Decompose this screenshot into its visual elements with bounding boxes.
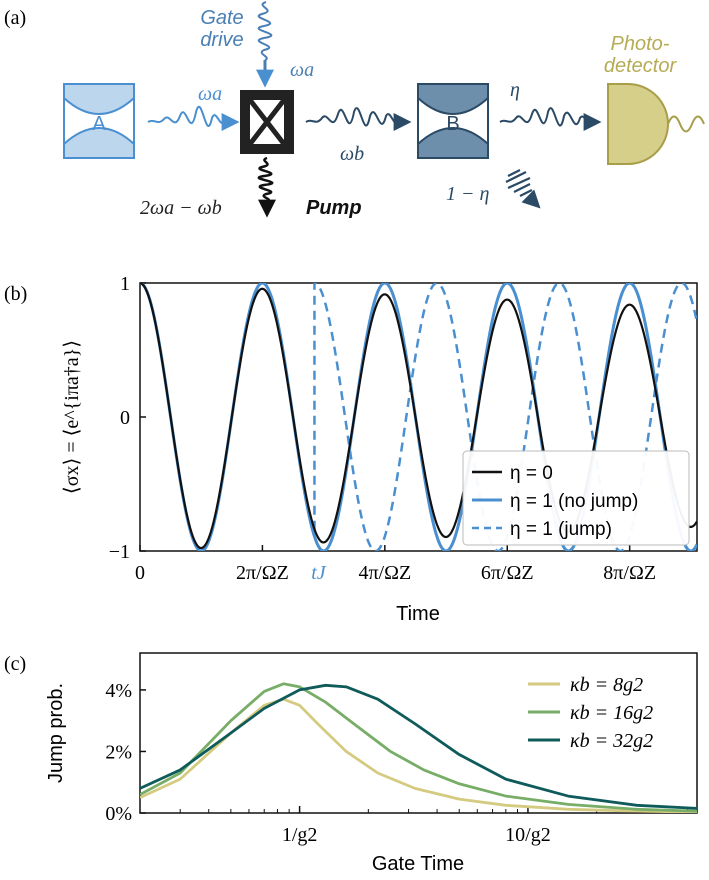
- chart-c-ytick-label: 4%: [105, 680, 132, 702]
- gate-drive-label-line1: Gate: [200, 7, 243, 29]
- chart-b-xtick-label: 2π/ΩZ: [236, 562, 289, 584]
- loss-arrow: [521, 189, 541, 209]
- chart-c-legend-label: κb = 8g2: [570, 674, 643, 696]
- chart-c-xtick-label: 1/g2: [282, 824, 318, 846]
- chart-b-legend: η = 0 η = 1 (no jump) η = 1 (jump): [462, 450, 690, 546]
- chart-b-xtick-label: 0: [135, 562, 145, 584]
- detector-label-line1: Photo-: [611, 33, 670, 55]
- chart-c-ylabel: Jump prob.: [45, 683, 67, 783]
- pump-label: Pump: [306, 197, 362, 219]
- pump-freq: 2ωa − ωb: [140, 197, 222, 219]
- chart-b-legend-label: η = 1 (no jump): [510, 491, 638, 512]
- loss-wavepacket: [505, 169, 533, 197]
- gate-drive-freq: ωa: [290, 59, 314, 81]
- panel-c-label: (c): [4, 653, 26, 675]
- chart-c-plot-area: [140, 682, 697, 813]
- chart-c-x-axis: 1/g2 10/g2: [139, 806, 689, 846]
- chart-b-ytick-label: −1: [109, 541, 130, 563]
- cavity-a: A: [63, 83, 135, 159]
- chart-c-series-line: [140, 682, 697, 813]
- loss-label: 1 − η: [446, 183, 489, 205]
- input-freq: ωa: [198, 83, 222, 105]
- chart-b-ytick-label: 1: [120, 273, 130, 295]
- chart-b-series-eta0: [140, 283, 697, 550]
- chart-b-xtick-label: 6π/ΩZ: [481, 562, 534, 584]
- cavity-b-label: B: [446, 113, 459, 135]
- photodetector: Photo- detector: [604, 33, 705, 165]
- chart-b-ytick-label: 0: [120, 407, 130, 429]
- chart-c-legend-label: κb = 32g2: [570, 730, 653, 752]
- chart-b-xtick-label: 4π/ΩZ: [358, 562, 411, 584]
- nonlinear-element: [240, 90, 294, 154]
- gate-drive-label-line2: drive: [200, 29, 243, 51]
- chart-b-legend-label: η = 0: [510, 463, 553, 484]
- detector-label-line2: detector: [604, 55, 678, 77]
- chart-b-annotation-tj: tJ: [311, 562, 327, 584]
- chart-b-ylabel: ⟨σx⟩ = ⟨e^{iπa†a}⟩: [61, 340, 83, 494]
- chart-c-series-line: [140, 683, 697, 810]
- cavity-b: B: [417, 83, 489, 159]
- chart-c-legend: κb = 8g2 κb = 16g2 κb = 32g2: [528, 674, 653, 752]
- panel-b: (b) −101 0 2π/ΩZ 4π/ΩZ 6π/ΩZ 8π/ΩZ tJ ⟨σx⟩ =…: [4, 273, 698, 625]
- cavity-a-label: A: [92, 113, 106, 135]
- chart-c-legend-label: κb = 16g2: [570, 702, 653, 724]
- chart-c-frame: [139, 652, 698, 814]
- output-freq: ωb: [340, 143, 364, 165]
- chart-b-xlabel: Time: [396, 603, 440, 625]
- gate-drive-wavepacket: [257, 1, 273, 61]
- chart-c-ytick-label: 0%: [105, 803, 132, 825]
- chart-c-y-axis: 0% 2% 4%: [105, 680, 146, 825]
- chart-b-xtick-label: 8π/ΩZ: [603, 562, 656, 584]
- input-wavepacket: [147, 105, 225, 127]
- panel-c: (c) 0% 2% 4% 1/g2 10/g2 Jump prob. Gate Tim…: [4, 652, 698, 875]
- panel-b-label: (b): [4, 283, 27, 305]
- chart-b-y-axis: −1 0 1: [109, 273, 146, 563]
- panel-a: (a) Gate drive ωa A ωa 2ωa − ωb Pump: [4, 1, 705, 219]
- chart-b-x-axis: 0 2π/ΩZ 4π/ΩZ 6π/ΩZ 8π/ΩZ: [135, 545, 656, 584]
- eta-label: η: [510, 79, 520, 101]
- chart-b-plot-area: [140, 283, 697, 551]
- pump-wavepacket: [257, 156, 274, 203]
- chart-c-ytick-label: 2%: [105, 741, 132, 763]
- chart-b-series-jump: [140, 283, 697, 551]
- chart-c-xlabel: Gate Time: [372, 853, 464, 875]
- panel-a-label: (a): [4, 7, 26, 29]
- detector-signal-icon: [667, 115, 705, 133]
- transmitted-wavepacket: [499, 107, 591, 127]
- output-wavepacket: [305, 107, 399, 127]
- chart-b-legend-label: η = 1 (jump): [510, 519, 612, 540]
- chart-c-xtick-label: 10/g2: [505, 824, 551, 846]
